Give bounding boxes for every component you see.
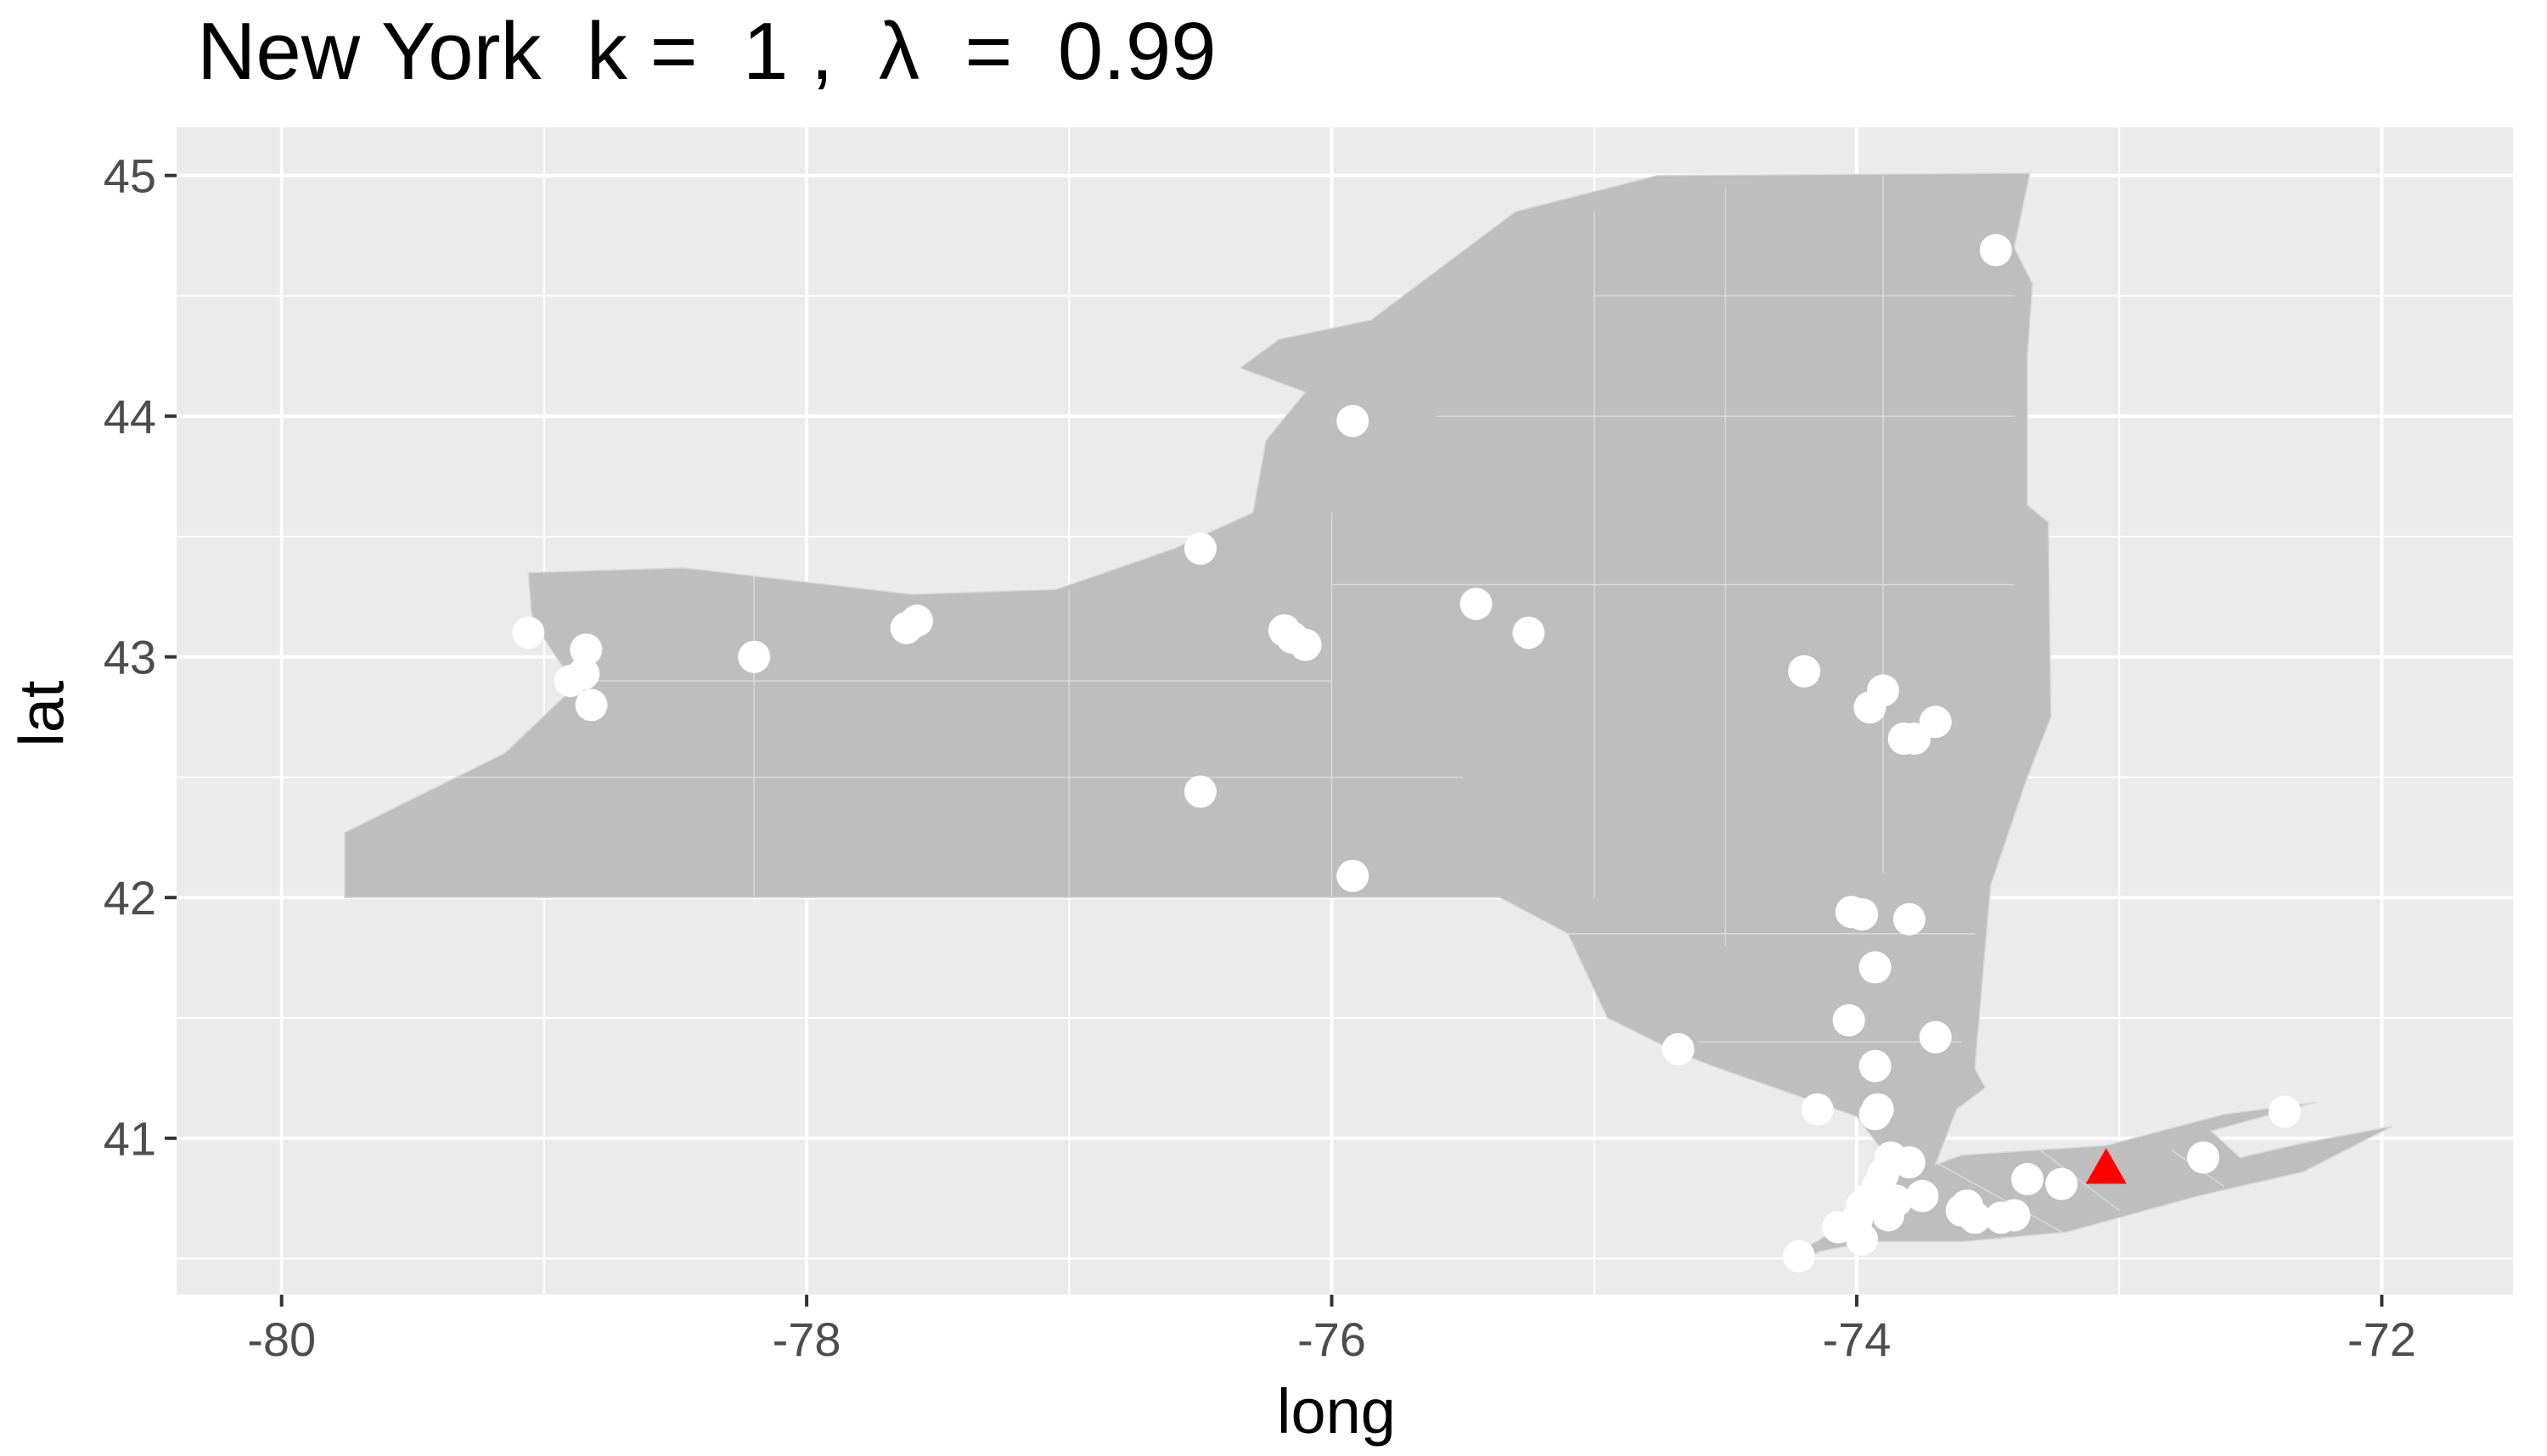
circle-point xyxy=(1945,1194,1978,1227)
circle-point xyxy=(1998,1199,2031,1232)
axes: -80 -78 -76 -74 -72 41 42 43 44 45 xyxy=(104,149,2416,1366)
circle-point xyxy=(1846,898,1879,931)
circle-point xyxy=(1184,775,1217,808)
tract-boundary-line xyxy=(2039,1150,2120,1211)
y-axis-title: lat xyxy=(6,679,77,747)
x-tick-label: -78 xyxy=(773,1313,841,1366)
tract-boundaries xyxy=(439,175,2225,1235)
circle-point xyxy=(1979,233,2012,267)
x-tick-label: -72 xyxy=(2347,1313,2416,1366)
y-tick-label: 44 xyxy=(104,390,156,443)
x-tick-label: -76 xyxy=(1297,1313,1366,1366)
circle-point xyxy=(1289,628,1322,661)
circle-point xyxy=(1872,1199,1905,1232)
circle-point xyxy=(1459,587,1493,621)
points-layer xyxy=(512,233,2301,1273)
circle-point xyxy=(1782,1240,1815,1273)
circle-point xyxy=(1892,902,1926,936)
circle-point xyxy=(1336,404,1369,437)
circle-point xyxy=(900,604,933,638)
y-tick-label: 41 xyxy=(104,1112,156,1166)
circle-point xyxy=(570,633,603,666)
x-tick-label: -74 xyxy=(1822,1313,1891,1366)
circle-point xyxy=(1788,655,1821,688)
y-tick-label: 45 xyxy=(104,149,156,203)
tract-boundary-line xyxy=(1935,1161,2067,1235)
circle-point xyxy=(512,616,545,649)
chart-title: New York k = 1 , λ = 0.99 xyxy=(197,6,1217,97)
circle-point xyxy=(738,640,771,673)
circle-point xyxy=(2010,1162,2044,1195)
state-map xyxy=(344,172,2393,1267)
circle-point xyxy=(1861,1093,1894,1126)
circle-point xyxy=(1336,859,1369,892)
circle-point xyxy=(2187,1141,2220,1174)
circle-point xyxy=(1919,706,1952,739)
circle-point xyxy=(1858,951,1892,984)
x-tick-label: -80 xyxy=(247,1313,316,1366)
circle-point xyxy=(1866,674,1899,707)
circle-point xyxy=(1866,1158,1899,1191)
circle-point xyxy=(1184,532,1217,565)
circle-point xyxy=(575,689,608,722)
circle-point xyxy=(1840,1204,1873,1237)
circle-point xyxy=(2045,1167,2078,1200)
circle-point xyxy=(567,657,600,690)
circle-point xyxy=(1919,1020,1952,1054)
circle-point xyxy=(1661,1032,1695,1065)
circle-point xyxy=(1512,616,1545,649)
circle-point xyxy=(2268,1095,2301,1128)
x-axis-title: long xyxy=(1277,1376,1396,1447)
circle-point xyxy=(1892,1146,1926,1179)
y-tick-label: 42 xyxy=(104,871,156,925)
triangle-point xyxy=(2085,1148,2127,1184)
circle-point xyxy=(1858,1049,1892,1082)
circle-point xyxy=(1832,1003,1865,1037)
y-tick-label: 43 xyxy=(104,631,156,684)
circle-point xyxy=(1906,1179,1939,1212)
circle-point xyxy=(1801,1093,1834,1126)
